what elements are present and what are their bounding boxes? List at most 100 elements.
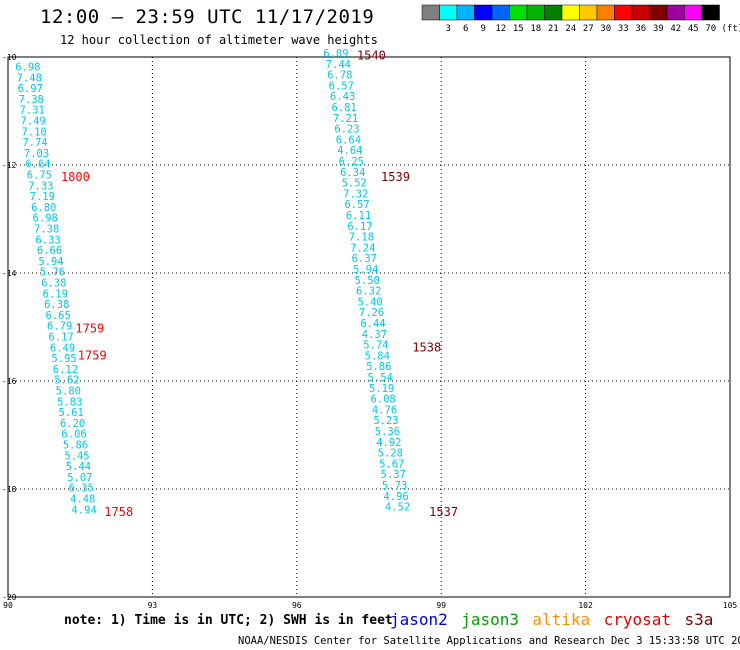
legend-unit: (ft) xyxy=(722,24,740,34)
wave-height-value: 6.80 xyxy=(31,202,56,214)
lat-tick-label: -10 xyxy=(2,53,17,62)
lon-tick-label: 99 xyxy=(436,601,446,610)
wave-height-value: 5.23 xyxy=(373,415,398,427)
wave-height-value: 5.73 xyxy=(382,480,407,492)
time-label: 1538 xyxy=(412,340,441,354)
wave-height-value: 6.09 xyxy=(323,48,348,60)
wave-height-value: 6.79 xyxy=(47,321,72,333)
wave-height-value: 6.33 xyxy=(35,234,60,246)
satellite-s3a: s3a xyxy=(684,610,714,629)
lon-tick-label: 93 xyxy=(148,601,158,610)
time-label: 1800 xyxy=(61,170,90,184)
wave-height-value: 5.67 xyxy=(379,458,404,470)
wave-height-value: 6.19 xyxy=(43,288,68,300)
wave-height-value: 4.92 xyxy=(376,437,401,449)
wave-height-value: 5.83 xyxy=(57,396,82,408)
wave-height-value: 6.43 xyxy=(330,91,355,103)
wave-height-value: 7.03 xyxy=(24,148,49,160)
wave-height-value: 6.38 xyxy=(44,299,69,311)
lat-tick-label: -14 xyxy=(2,269,17,278)
page-subtitle: 12 hour collection of altimeter wave hei… xyxy=(60,33,378,47)
lat-tick-label: -12 xyxy=(2,161,17,170)
wave-height-value: 7.44 xyxy=(326,59,351,71)
wave-height-value: 5.28 xyxy=(378,448,403,460)
legend-label: 39 xyxy=(653,24,664,34)
time-label: 1758 xyxy=(104,505,133,519)
track-left: 6.987.486.977.387.317.497.107.747.036.64… xyxy=(15,62,97,517)
wave-height-value: 5.37 xyxy=(381,469,406,481)
wave-height-value: 7.24 xyxy=(350,242,375,254)
wave-height-value: 5.95 xyxy=(51,353,76,365)
footer-note: note: 1) Time is in UTC; 2) SWH is in fe… xyxy=(64,613,393,628)
wave-height-value: 5.50 xyxy=(355,275,380,287)
time-label: 1540 xyxy=(357,49,386,63)
wave-height-value: 6.64 xyxy=(25,159,50,171)
wave-height-value: 6.06 xyxy=(61,429,86,441)
wave-height-value: 7.32 xyxy=(343,188,368,200)
wave-height-value: 5.80 xyxy=(56,386,81,398)
wave-height-value: 6.57 xyxy=(344,199,369,211)
wave-height-value: 7.19 xyxy=(30,191,55,203)
wave-height-value: 7.10 xyxy=(21,126,46,138)
legend-label: 9 xyxy=(481,24,486,34)
wave-height-value: 7.26 xyxy=(359,307,384,319)
wave-height-value: 6.97 xyxy=(18,83,43,95)
wave-height-value: 5.76 xyxy=(40,267,65,279)
wave-height-value: 7.38 xyxy=(34,224,59,236)
wave-height-value: 7.48 xyxy=(17,72,42,84)
wave-height-value: 6.65 xyxy=(46,310,71,322)
legend-label: 15 xyxy=(513,24,524,34)
wave-height-value: 6.98 xyxy=(33,213,58,225)
lon-tick-label: 96 xyxy=(292,601,302,610)
wave-height-value: 6.08 xyxy=(370,394,395,406)
wave-height-value: 5.07 xyxy=(67,472,92,484)
wave-height-value: 4.94 xyxy=(72,504,97,516)
wave-height-value: 5.86 xyxy=(63,440,88,452)
lon-tick-label: 90 xyxy=(3,601,13,610)
legend-label: 33 xyxy=(618,24,629,34)
wave-height-value: 6.66 xyxy=(37,245,62,257)
wave-height-value: 4.96 xyxy=(383,491,408,503)
wave-height-value: 5.61 xyxy=(59,407,84,419)
wave-height-value: 4.76 xyxy=(372,404,397,416)
wave-height-value: 6.44 xyxy=(360,318,385,330)
lat-tick-label: -18 xyxy=(2,485,17,494)
wave-height-value: 5.86 xyxy=(366,361,391,373)
wave-height-value: 5.62 xyxy=(54,375,79,387)
time-label: 1759 xyxy=(75,321,104,335)
track-right: 6.097.446.786.576.436.817.216.236.644.64… xyxy=(323,48,410,514)
legend-label: 6 xyxy=(463,24,468,34)
wave-height-value: 7.38 xyxy=(19,94,44,106)
wave-height-value: 5.40 xyxy=(357,296,382,308)
wave-height-value: 4.48 xyxy=(70,494,95,506)
wave-height-value: 4.52 xyxy=(385,502,410,514)
wave-height-value: 5.52 xyxy=(342,178,367,190)
wave-height-value: 6.34 xyxy=(340,167,365,179)
wave-height-value: 6.12 xyxy=(53,364,78,376)
wave-height-value: 6.81 xyxy=(331,102,356,114)
wave-height-value: 6.38 xyxy=(41,278,66,290)
legend-label: 30 xyxy=(600,24,611,34)
lat-tick-label: -16 xyxy=(2,377,17,386)
wave-height-value: 5.36 xyxy=(375,426,400,438)
wave-height-value: 5.45 xyxy=(64,450,89,462)
wave-height-value: 6.20 xyxy=(60,418,85,430)
legend-label: 21 xyxy=(548,24,559,34)
lon-tick-label: 102 xyxy=(578,601,593,610)
legend-label: 27 xyxy=(583,24,594,34)
legend-label: 3 xyxy=(446,24,451,34)
wave-height-value: 7.21 xyxy=(333,113,358,125)
satellite-altika: altika xyxy=(532,610,591,629)
wave-height-value: 5.94 xyxy=(353,264,378,276)
wave-height-value: 7.18 xyxy=(349,232,374,244)
wave-height-value: 7.33 xyxy=(28,180,53,192)
footer-credit: NOAA/NESDIS Center for Satellite Applica… xyxy=(238,635,740,647)
wave-height-value: 5.19 xyxy=(369,383,394,395)
legend-label: 18 xyxy=(530,24,541,34)
wave-height-value: 5.94 xyxy=(38,256,63,268)
time-label: 1537 xyxy=(429,505,458,519)
wave-height-value: 7.31 xyxy=(20,105,45,117)
wave-height-value: 6.64 xyxy=(336,134,361,146)
map-frame xyxy=(7,56,731,598)
time-label: 1539 xyxy=(381,170,410,184)
